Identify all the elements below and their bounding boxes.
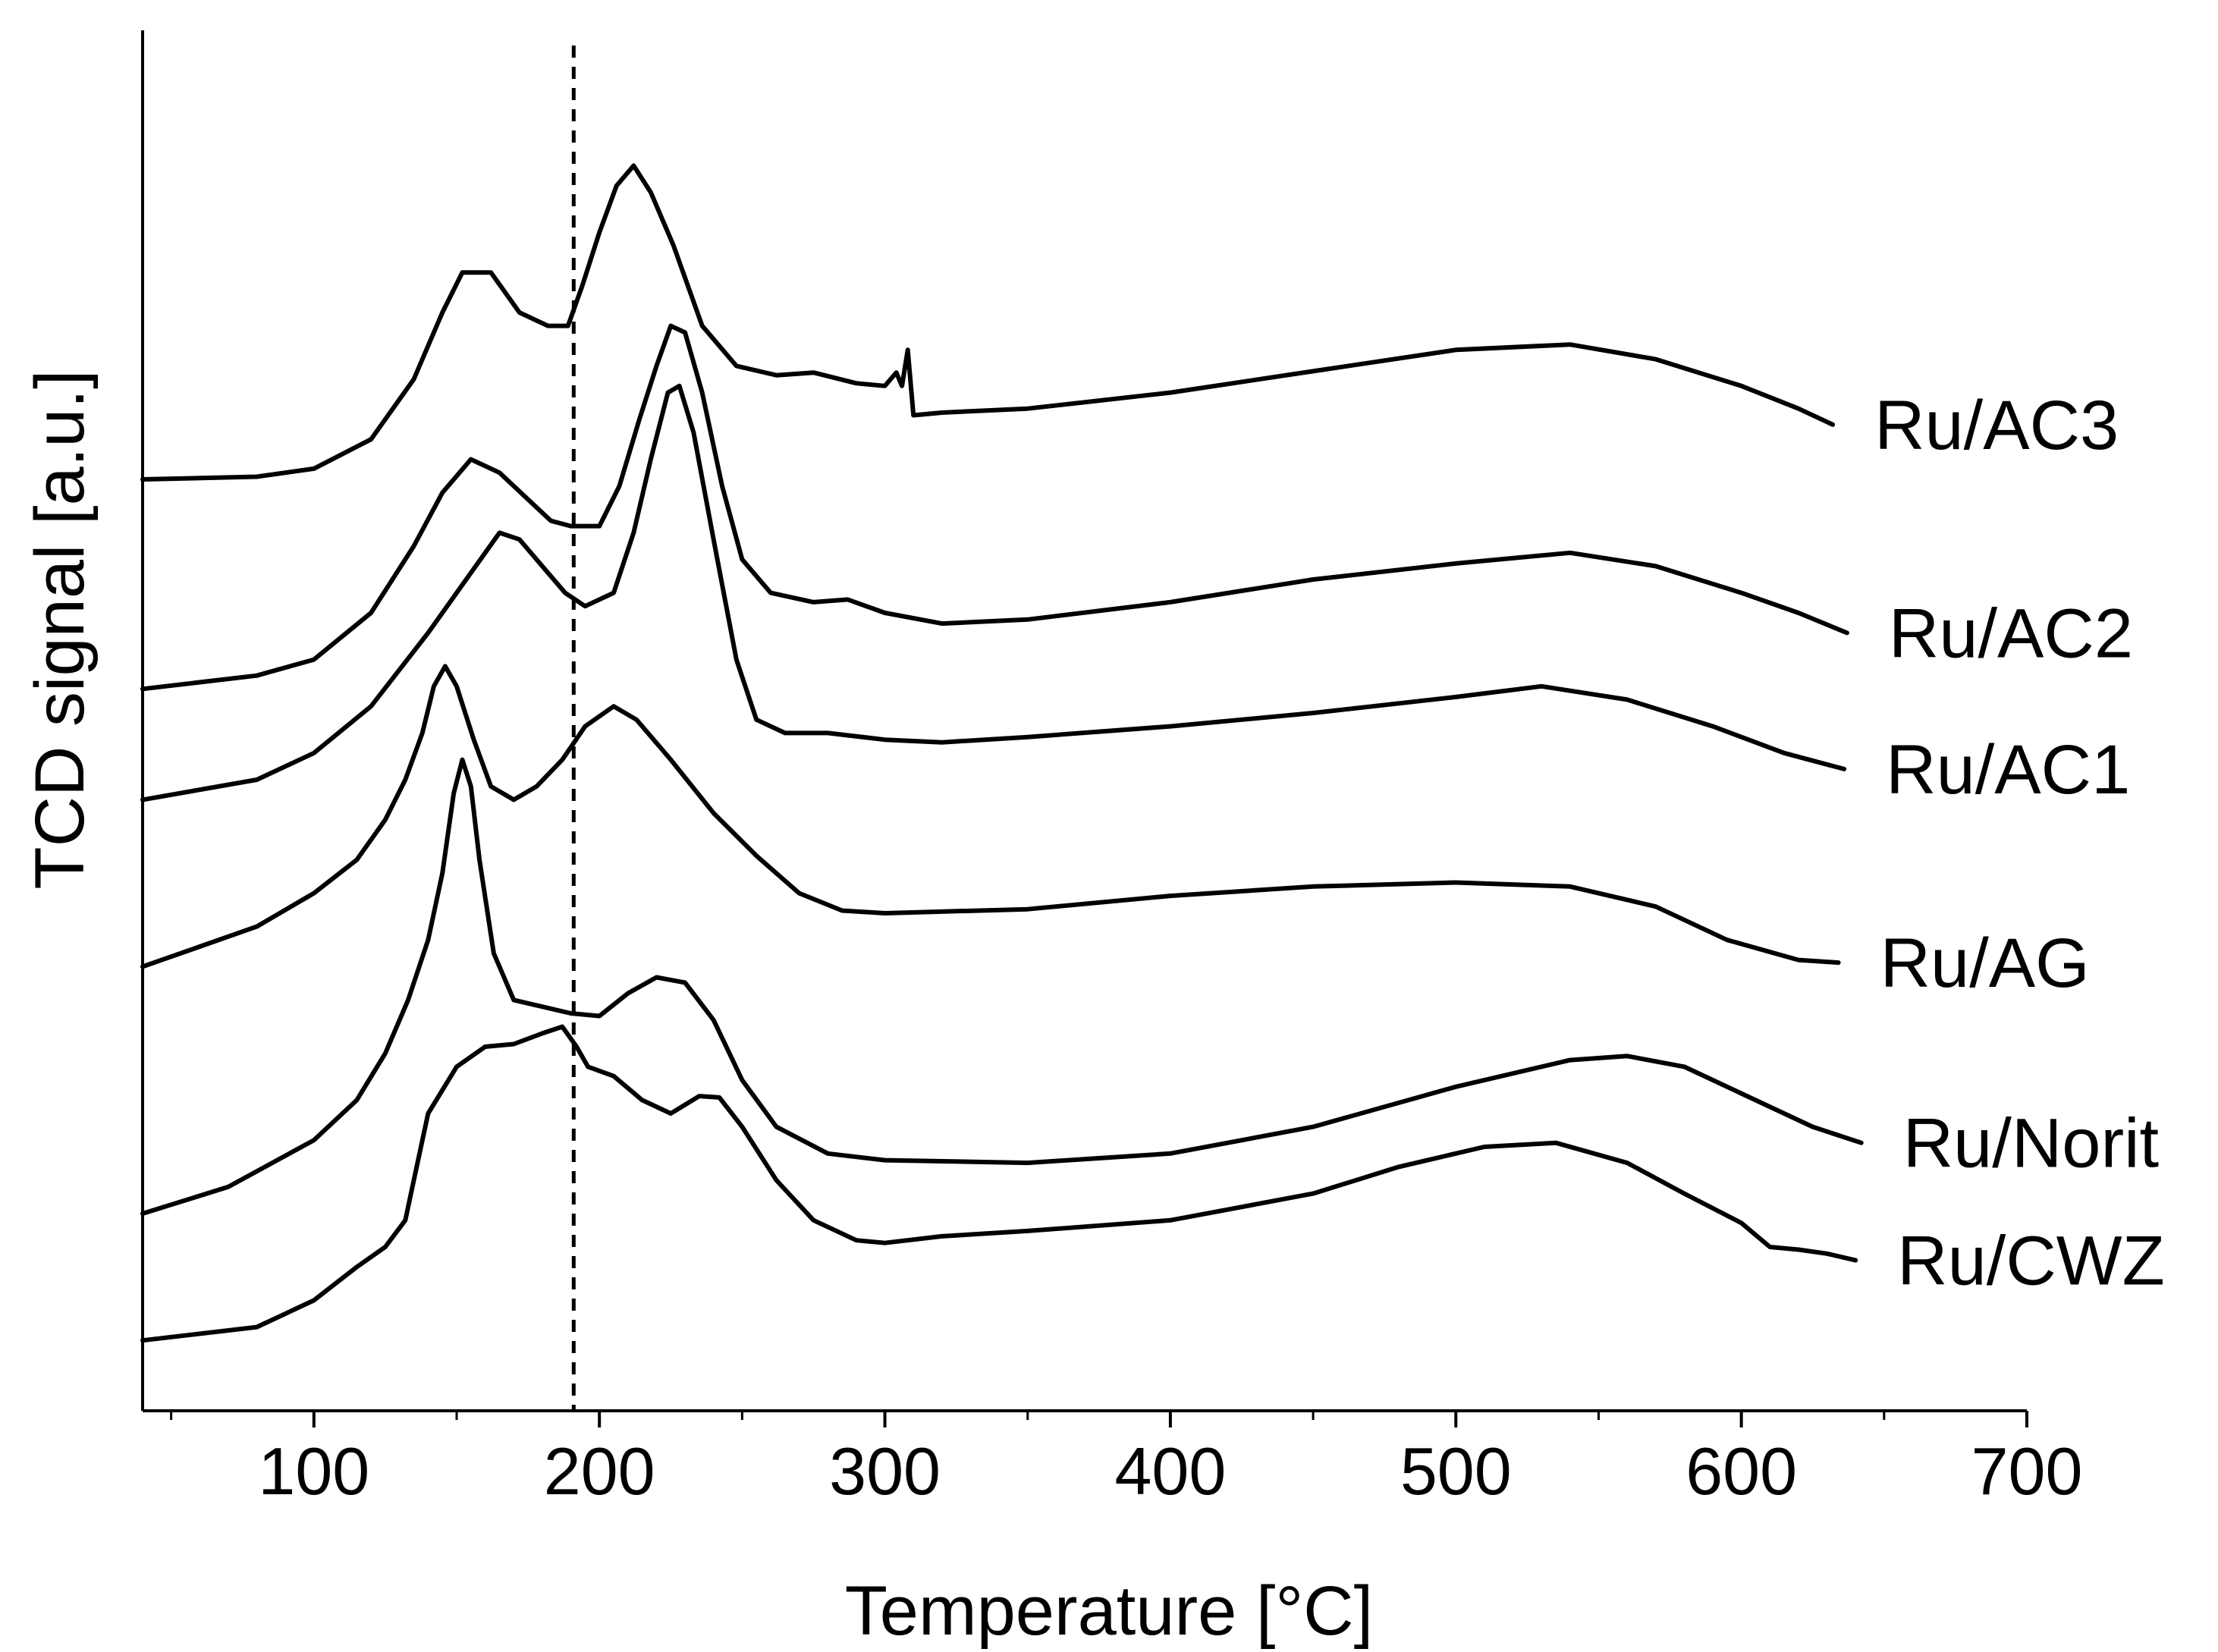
x-tick-label: 600	[1685, 1434, 1797, 1509]
series-label: Ru/AC1	[1886, 731, 2130, 809]
x-tick-label: 300	[829, 1434, 941, 1509]
x-tick-label: 400	[1114, 1434, 1226, 1509]
series-labels: Ru/AC3 Ru/AC2 Ru/AC1 Ru/AG Ru/Norit Ru/CWZ	[1874, 387, 2165, 1300]
series-label: Ru/AC2	[1889, 595, 2133, 672]
series-line-ru-norit	[140, 757, 1864, 1216]
x-tick-label: 500	[1400, 1434, 1512, 1509]
series-label: Ru/Norit	[1903, 1105, 2159, 1182]
x-ticks: 100 200 300 400 500 600 700	[258, 1411, 2082, 1509]
x-tick-label: 700	[1971, 1434, 2083, 1509]
series-line-ru-ac3	[140, 163, 1836, 482]
series-line-ru-ac1	[140, 383, 1847, 802]
series-label: Ru/AC3	[1874, 387, 2119, 464]
series-label: Ru/CWZ	[1897, 1223, 2165, 1300]
series-line-ru-ag	[140, 664, 1841, 969]
series-group	[140, 163, 1864, 1343]
series-line-ru-ac2	[140, 323, 1849, 692]
series-label: Ru/AG	[1880, 925, 2090, 1002]
y-axis-title: TCD signal [a.u.]	[21, 369, 99, 889]
x-tick-label: 200	[544, 1434, 655, 1509]
x-minor-ticks	[170, 1411, 1886, 1420]
x-axis-title: Temperature [°C]	[845, 1572, 1373, 1650]
series-line-ru-cwz	[140, 1024, 1858, 1343]
x-tick-label: 100	[258, 1434, 369, 1509]
